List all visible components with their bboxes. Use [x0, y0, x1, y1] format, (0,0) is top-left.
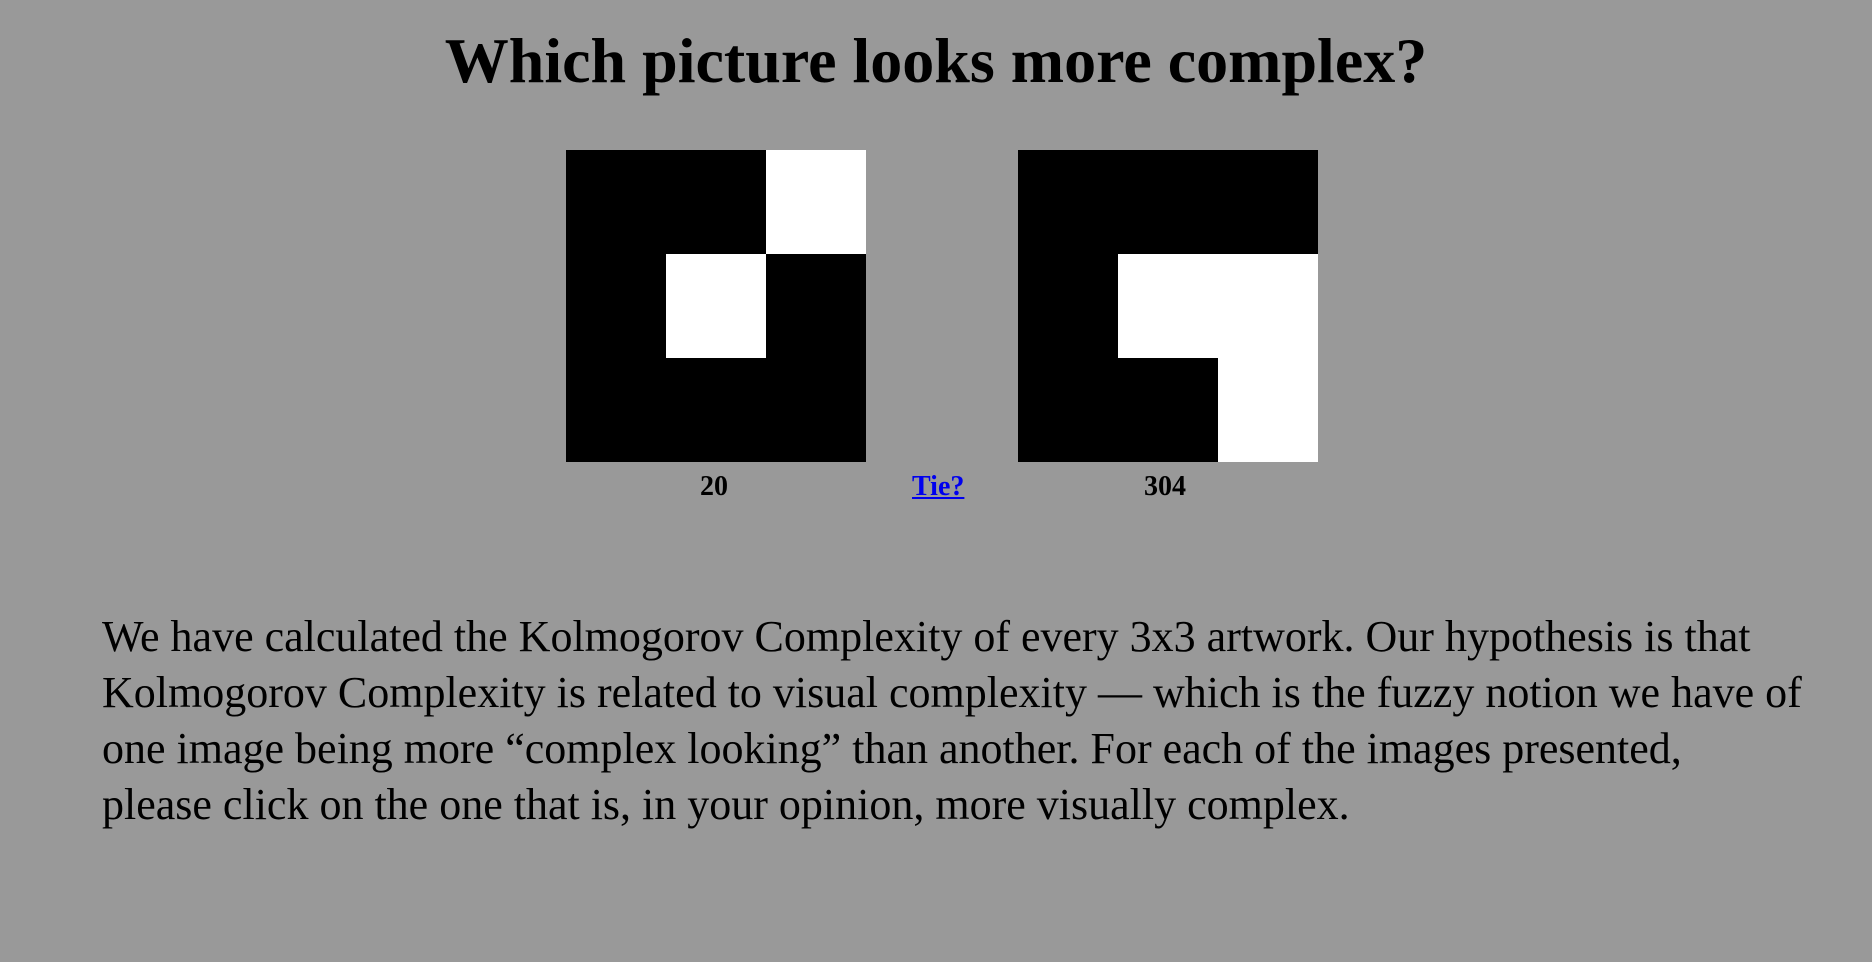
description-text: We have calculated the Kolmogorov Comple… — [102, 612, 1802, 829]
artwork-cell-0-0 — [566, 150, 666, 254]
artwork-cell-1-2 — [766, 254, 866, 358]
artwork-cell-2-1 — [1118, 358, 1218, 462]
artwork-cell-2-2 — [1218, 358, 1318, 462]
page-title: Which picture looks more complex? — [444, 25, 1428, 96]
artwork-cell-2-0 — [1018, 358, 1118, 462]
artwork-cell-1-0 — [566, 254, 666, 358]
artwork-cell-0-1 — [1118, 150, 1218, 254]
artwork-cell-2-0 — [566, 358, 666, 462]
left-artwork-score: 20 — [700, 471, 728, 502]
tie-link[interactable]: Tie? — [912, 471, 965, 502]
right-artwork-choice[interactable] — [1018, 150, 1318, 462]
artwork-cell-2-1 — [666, 358, 766, 462]
left-artwork-choice[interactable] — [566, 150, 866, 462]
artwork-cell-0-2 — [1218, 150, 1318, 254]
right-artwork-score: 304 — [1144, 471, 1186, 502]
artwork-cell-2-2 — [766, 358, 866, 462]
artwork-cell-1-1 — [1118, 254, 1218, 358]
artwork-cell-1-2 — [1218, 254, 1318, 358]
artwork-cell-0-0 — [1018, 150, 1118, 254]
artwork-cell-1-0 — [1018, 254, 1118, 358]
artwork-cell-0-2 — [766, 150, 866, 254]
artwork-cell-0-1 — [666, 150, 766, 254]
artwork-cell-1-1 — [666, 254, 766, 358]
